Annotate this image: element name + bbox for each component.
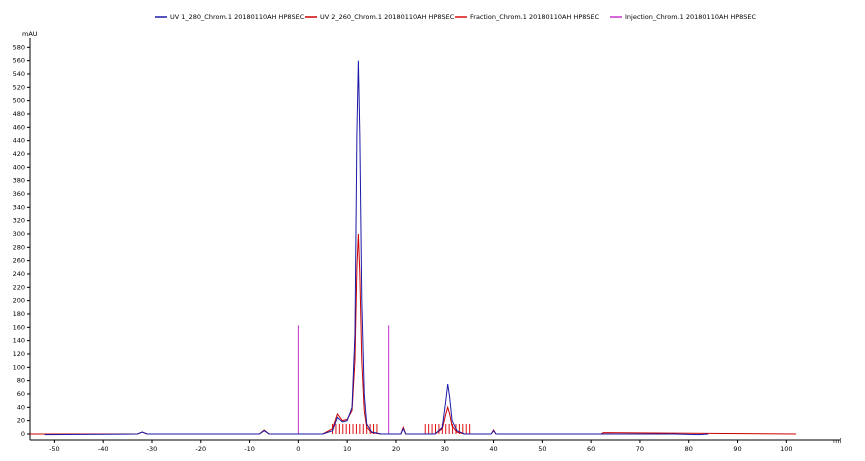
y-tick-label: 260 <box>13 257 25 265</box>
y-axis-label: mAU <box>22 30 38 38</box>
y-tick-label: 500 <box>13 97 25 105</box>
y-tick-label: 520 <box>13 83 25 91</box>
y-tick-label: 320 <box>13 217 25 225</box>
x-tick-label: 40 <box>489 445 497 453</box>
y-tick-label: 80 <box>17 377 25 385</box>
legend-label: UV 1_280_Chrom.1 20180110AH HP8SEC <box>170 13 305 21</box>
y-tick-label: 460 <box>13 123 25 131</box>
legend-label: Fraction_Chrom.1 20180110AH HP8SEC <box>470 13 600 21</box>
legend-label: Injection_Chrom.1 20180110AH HP8SEC <box>625 13 757 21</box>
y-tick-label: 340 <box>13 203 25 211</box>
y-tick-label: 420 <box>13 150 25 158</box>
y-tick-label: 560 <box>13 57 25 65</box>
y-tick-label: 280 <box>13 243 25 251</box>
x-tick-label: 20 <box>392 445 400 453</box>
y-tick-label: 200 <box>13 297 25 305</box>
y-tick-label: 360 <box>13 190 25 198</box>
x-axis-label: ml <box>833 437 841 445</box>
x-tick-label: 30 <box>441 445 449 453</box>
x-tick-label: 70 <box>636 445 644 453</box>
y-tick-label: 580 <box>13 43 25 51</box>
y-tick-label: 40 <box>17 403 25 411</box>
y-tick-label: 220 <box>13 283 25 291</box>
x-tick-label: -20 <box>195 445 206 453</box>
x-tick-label: 0 <box>296 445 300 453</box>
x-tick-label: -10 <box>244 445 255 453</box>
x-tick-label: 80 <box>685 445 693 453</box>
y-tick-label: 60 <box>17 390 25 398</box>
x-tick-label: -40 <box>98 445 109 453</box>
trace <box>44 60 709 436</box>
x-tick-label: 10 <box>343 445 351 453</box>
y-tick-label: 120 <box>13 350 25 358</box>
legend-label: UV 2_260_Chrom.1 20180110AH HP8SEC <box>320 13 455 21</box>
x-tick-label: -50 <box>49 445 60 453</box>
x-tick-label: 100 <box>780 445 792 453</box>
trace <box>30 233 797 435</box>
y-tick-label: 540 <box>13 70 25 78</box>
y-tick-label: 400 <box>13 163 25 171</box>
y-tick-label: 480 <box>13 110 25 118</box>
y-tick-label: 380 <box>13 177 25 185</box>
y-tick-label: 20 <box>17 417 25 425</box>
y-tick-label: 240 <box>13 270 25 278</box>
y-tick-label: 160 <box>13 323 25 331</box>
y-tick-label: 180 <box>13 310 25 318</box>
y-tick-label: 300 <box>13 230 25 238</box>
x-tick-label: 90 <box>733 445 741 453</box>
y-tick-label: 440 <box>13 137 25 145</box>
y-tick-label: 0 <box>21 430 25 438</box>
y-tick-label: 140 <box>13 337 25 345</box>
x-tick-label: 50 <box>538 445 546 453</box>
y-tick-label: 100 <box>13 363 25 371</box>
x-tick-label: -30 <box>147 445 158 453</box>
x-tick-label: 60 <box>587 445 595 453</box>
